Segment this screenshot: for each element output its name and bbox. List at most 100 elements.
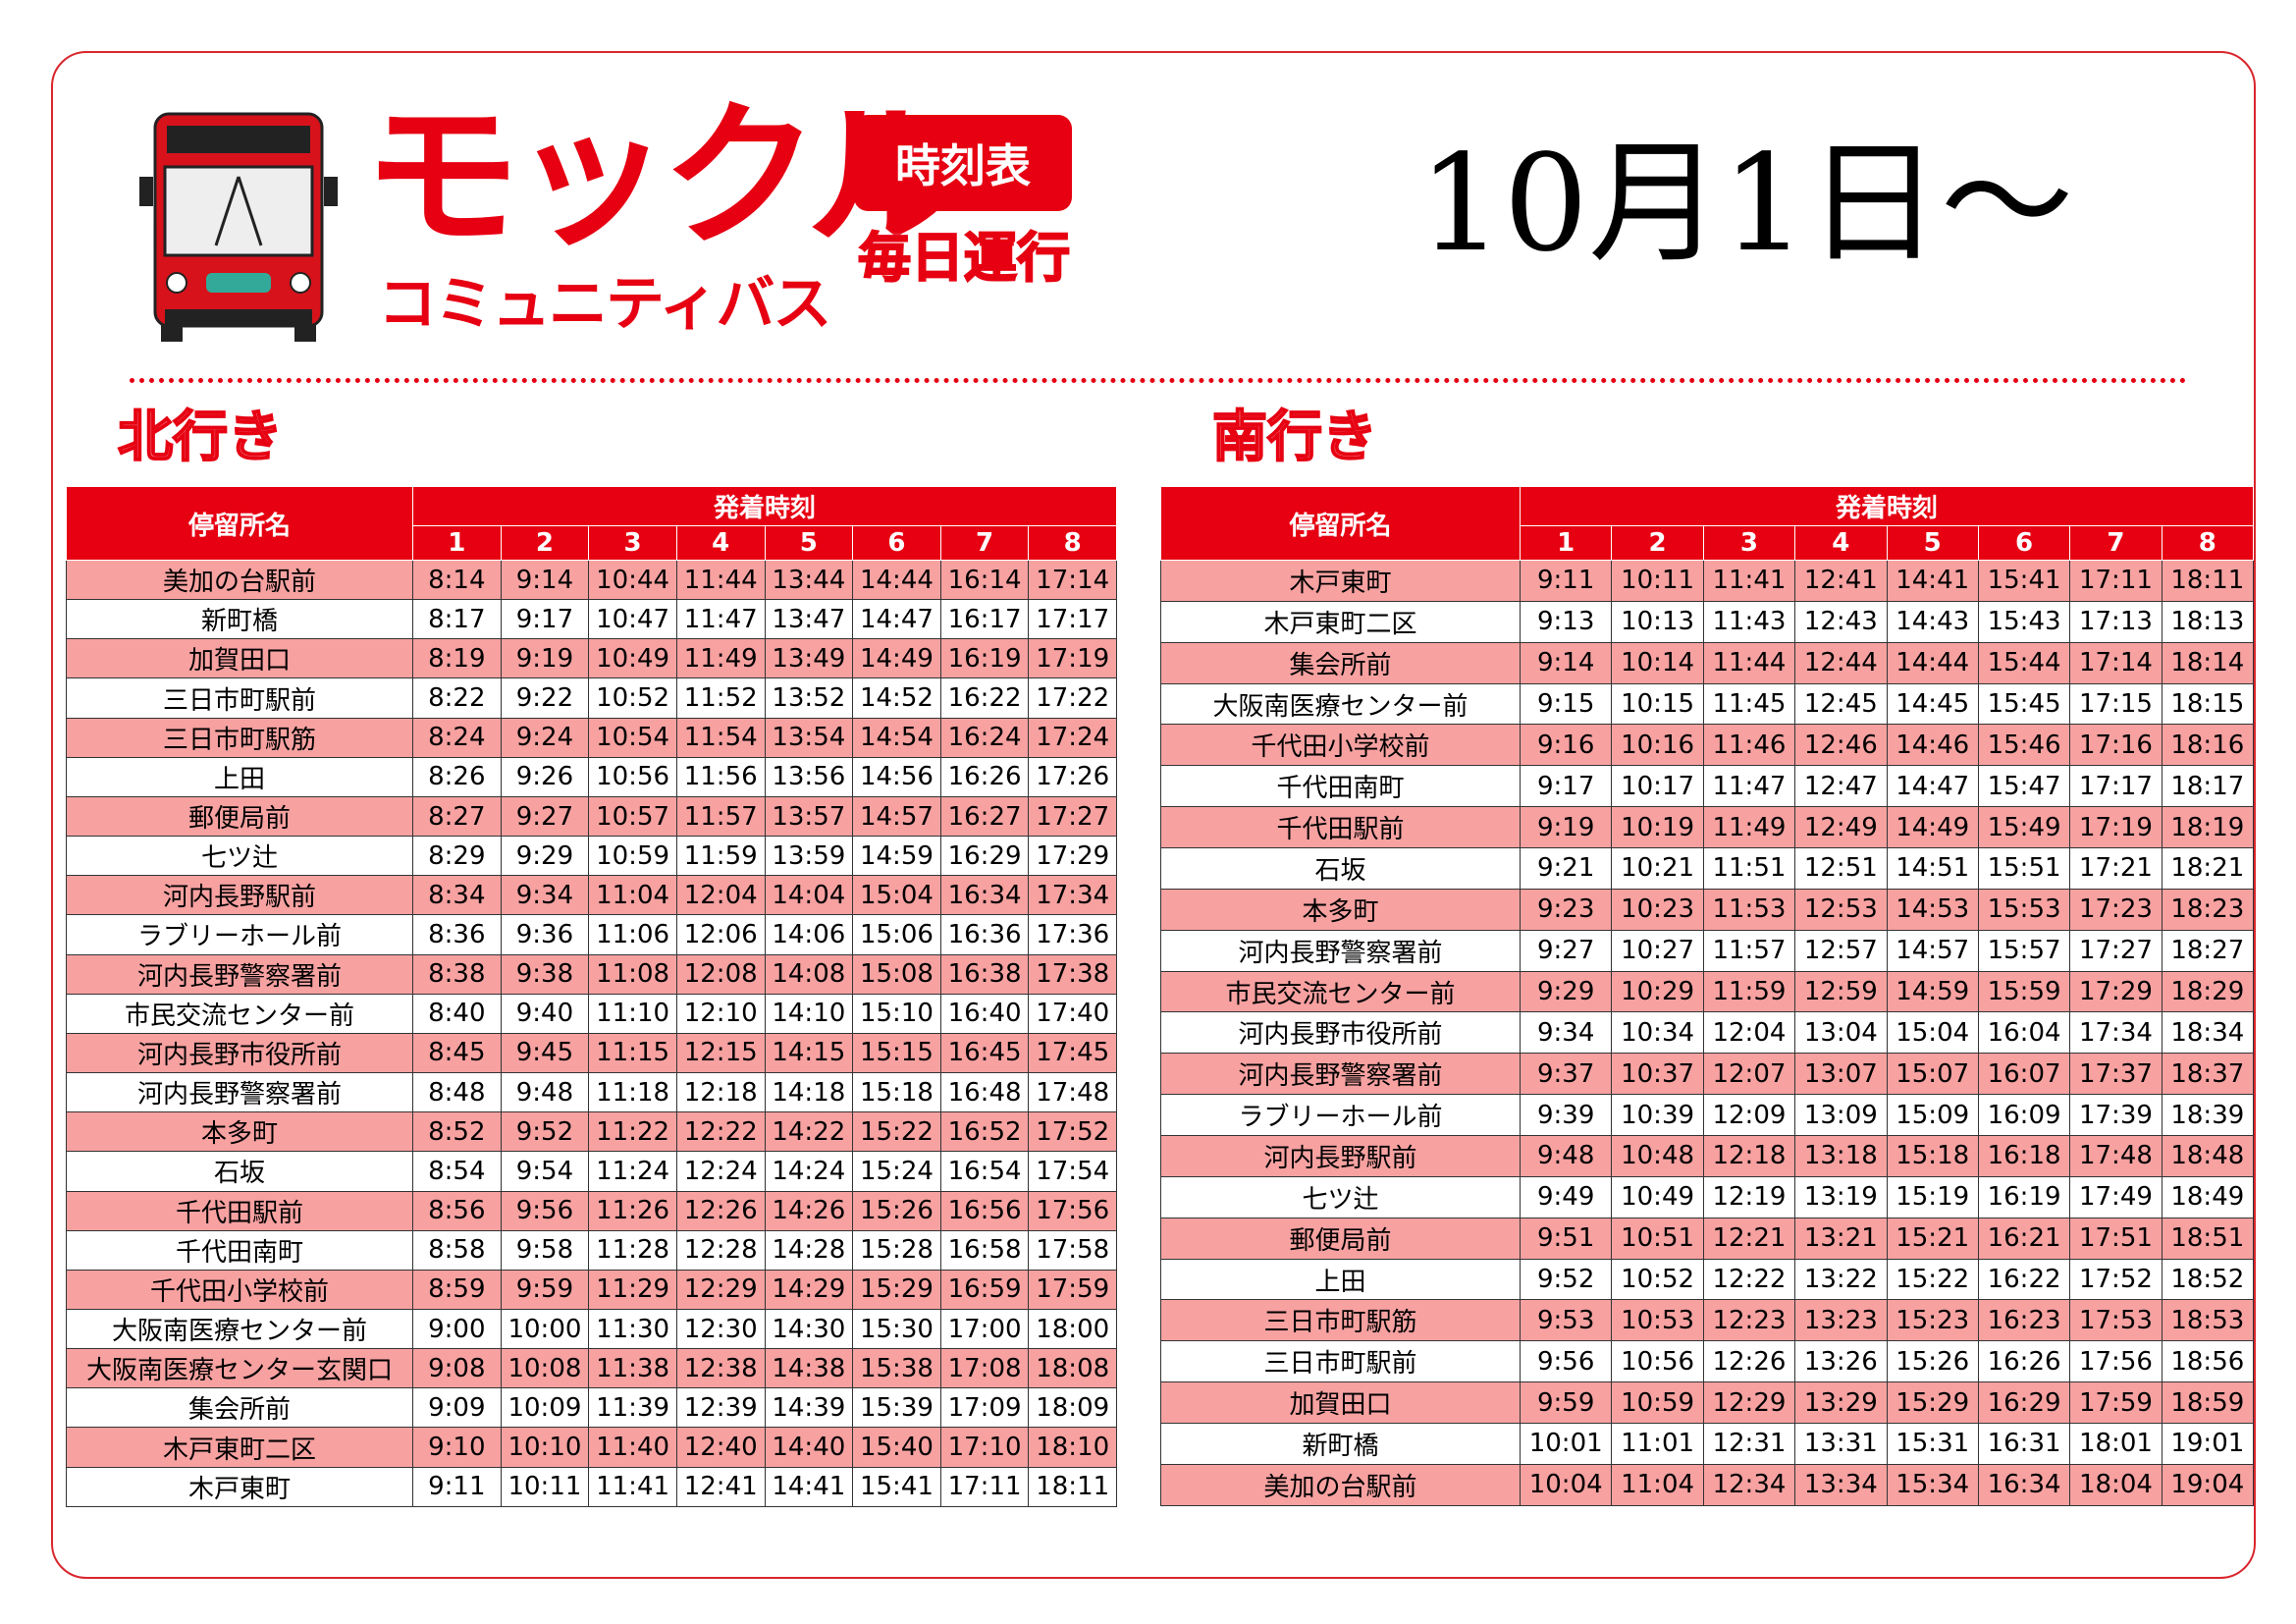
stop-name: 河内長野警察署前 bbox=[66, 1072, 413, 1113]
departure-time: 9:38 bbox=[500, 953, 590, 995]
departure-time: 16:21 bbox=[1977, 1217, 2071, 1260]
departure-time: 11:30 bbox=[588, 1308, 677, 1350]
departure-time: 10:17 bbox=[1611, 765, 1704, 808]
departure-time: 17:52 bbox=[2069, 1258, 2163, 1301]
departure-time: 9:14 bbox=[500, 559, 590, 601]
stop-name: 千代田駅前 bbox=[1160, 806, 1521, 849]
departure-time: 11:57 bbox=[675, 795, 766, 838]
stop-name: 千代田小学校前 bbox=[1160, 724, 1521, 767]
stop-row: 三日市町駅筋 9:53 10:53 12:23 13:23 15:23 16:23 17:53… bbox=[1160, 1299, 2255, 1342]
departure-time: 17:19 bbox=[2069, 806, 2163, 849]
departure-time: 8:19 bbox=[412, 638, 502, 679]
departure-time: 11:44 bbox=[1702, 641, 1796, 684]
departure-time: 13:18 bbox=[1794, 1135, 1888, 1177]
departure-time: 13:34 bbox=[1794, 1463, 1888, 1506]
departure-time: 18:15 bbox=[2161, 682, 2255, 726]
departure-time: 14:52 bbox=[852, 677, 941, 719]
stop-name: 上田 bbox=[66, 756, 413, 797]
divider bbox=[130, 378, 2187, 383]
departure-time: 12:41 bbox=[1794, 560, 1888, 602]
stop-name: 河内長野警察署前 bbox=[66, 953, 413, 995]
departure-time: 14:57 bbox=[852, 795, 941, 838]
departure-time: 15:44 bbox=[1977, 641, 2071, 684]
departure-time: 15:41 bbox=[852, 1466, 941, 1507]
trip-number: 3 bbox=[588, 525, 677, 561]
departure-time: 17:26 bbox=[1028, 756, 1118, 797]
departure-time: 8:48 bbox=[412, 1072, 502, 1113]
departure-time: 11:40 bbox=[588, 1427, 677, 1468]
departure-time: 10:23 bbox=[1611, 888, 1704, 931]
departure-time: 10:56 bbox=[1611, 1340, 1704, 1383]
departure-time: 15:49 bbox=[1977, 806, 2071, 849]
departure-time: 12:22 bbox=[675, 1111, 766, 1153]
departure-time: 9:14 bbox=[1519, 641, 1613, 684]
stop-name: 郵便局前 bbox=[1160, 1217, 1521, 1260]
departure-time: 12:40 bbox=[675, 1427, 766, 1468]
timetable: 停留所名 発着時刻 1 2 3 4 5 6 7 8 美加の台駅前 8:14 9:14 10:44 11:44… bbox=[66, 486, 1118, 1507]
stop-row: ラブリーホール前 9:39 10:39 12:09 13:09 15:09 16:09 17:… bbox=[1160, 1094, 2255, 1137]
stop-row: 美加の台駅前 8:14 9:14 10:44 11:44 13:44 14:44 16:14 1… bbox=[66, 559, 1118, 601]
departure-time: 10:52 bbox=[1611, 1258, 1704, 1301]
departure-time: 15:47 bbox=[1977, 765, 2071, 808]
departure-time: 17:29 bbox=[2069, 970, 2163, 1013]
departure-time: 11:41 bbox=[1702, 560, 1796, 602]
departure-time: 11:04 bbox=[1611, 1463, 1704, 1506]
departure-time: 11:47 bbox=[675, 599, 766, 640]
departure-time: 13:59 bbox=[764, 836, 854, 877]
departure-time: 10:09 bbox=[500, 1387, 590, 1429]
departure-time: 14:41 bbox=[1886, 560, 1979, 602]
departure-time: 18:09 bbox=[1028, 1387, 1118, 1429]
departure-time: 14:56 bbox=[852, 756, 941, 797]
departure-time: 11:59 bbox=[1702, 970, 1796, 1013]
departure-time: 11:28 bbox=[588, 1229, 677, 1271]
stop-row: 加賀田口 8:19 9:19 10:49 11:49 13:49 14:49 16:19 17:… bbox=[66, 638, 1118, 679]
departure-time: 9:29 bbox=[500, 836, 590, 877]
departure-time: 12:29 bbox=[675, 1269, 766, 1310]
stop-name: 河内長野警察署前 bbox=[1160, 1053, 1521, 1096]
departure-time: 9:54 bbox=[500, 1151, 590, 1192]
stop-row: 市民交流センター前 8:40 9:40 11:10 12:10 14:10 15:10 16:… bbox=[66, 993, 1118, 1034]
departure-time: 11:38 bbox=[588, 1348, 677, 1389]
departure-time: 12:59 bbox=[1794, 970, 1888, 1013]
departure-time: 9:13 bbox=[1519, 600, 1613, 643]
departure-time: 15:57 bbox=[1977, 929, 2071, 972]
departure-time: 12:30 bbox=[675, 1308, 766, 1350]
departure-time: 8:27 bbox=[412, 795, 502, 838]
trip-number: 2 bbox=[500, 525, 590, 561]
departure-time: 18:34 bbox=[2161, 1011, 2255, 1055]
stop-name: ラブリーホール前 bbox=[66, 914, 413, 955]
departure-time: 17:56 bbox=[2069, 1340, 2163, 1383]
departure-time: 9:09 bbox=[412, 1387, 502, 1429]
bus-icon bbox=[139, 112, 338, 342]
stop-name: 三日市町駅筋 bbox=[66, 717, 413, 758]
departure-time: 12:26 bbox=[1702, 1340, 1796, 1383]
stop-row: 千代田駅前 9:19 10:19 11:49 12:49 14:49 15:49 17:19 1… bbox=[1160, 806, 2255, 849]
stop-row: 集会所前 9:14 10:14 11:44 12:44 14:44 15:44 17:14 18… bbox=[1160, 641, 2255, 684]
departure-time: 16:56 bbox=[939, 1190, 1030, 1231]
departure-time: 13:44 bbox=[764, 559, 854, 601]
departure-time: 10:56 bbox=[588, 756, 677, 797]
departure-time: 15:15 bbox=[852, 1032, 941, 1074]
departure-time: 9:49 bbox=[1519, 1175, 1613, 1218]
departure-time: 15:26 bbox=[852, 1190, 941, 1231]
stop-row: 七ツ辻 9:49 10:49 12:19 13:19 15:19 16:19 17:49 18:… bbox=[1160, 1175, 2255, 1218]
departure-time: 10:01 bbox=[1519, 1423, 1613, 1465]
departure-time: 18:48 bbox=[2161, 1135, 2255, 1177]
departure-time: 12:10 bbox=[675, 993, 766, 1034]
departure-time: 18:16 bbox=[2161, 724, 2255, 767]
trip-number: 5 bbox=[764, 525, 854, 561]
stop-name: 河内長野市役所前 bbox=[66, 1032, 413, 1074]
stop-header: 停留所名 bbox=[66, 486, 413, 561]
departure-time: 15:04 bbox=[852, 875, 941, 916]
departure-time: 12:44 bbox=[1794, 641, 1888, 684]
stop-name: 新町橋 bbox=[66, 599, 413, 640]
departure-time: 14:08 bbox=[764, 953, 854, 995]
departure-time: 11:44 bbox=[675, 559, 766, 601]
departure-time: 18:08 bbox=[1028, 1348, 1118, 1389]
departure-time: 13:52 bbox=[764, 677, 854, 719]
departure-time: 18:13 bbox=[2161, 600, 2255, 643]
departure-time: 18:59 bbox=[2161, 1381, 2255, 1425]
departure-time: 13:56 bbox=[764, 756, 854, 797]
trip-number: 5 bbox=[1886, 525, 1979, 561]
departure-time: 14:47 bbox=[852, 599, 941, 640]
